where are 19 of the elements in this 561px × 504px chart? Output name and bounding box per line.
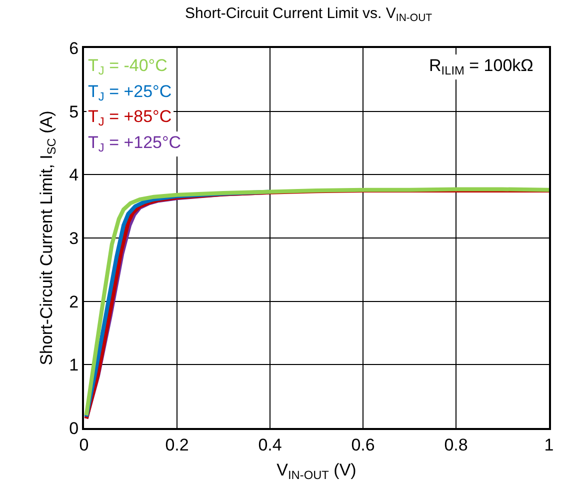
x-tick-label: 1	[544, 435, 554, 454]
y-tick-label: 0	[69, 418, 79, 438]
text: T$_{J}$ = +25°C	[88, 82, 172, 104]
x-axis-title: V$_{IN-OUT}$ (V)	[276, 460, 356, 482]
y-tick-label: 3	[69, 228, 79, 248]
chart-title: Short-Circuit Current Limit vs. V$_{IN-OUT}$	[185, 5, 433, 24]
x-tick-label: 0.2	[165, 435, 189, 454]
annotation: R$_{ILIM}$ = 100kΩ	[429, 56, 534, 78]
y-tick-label: 2	[69, 292, 79, 312]
y-tick-label: 4	[69, 166, 79, 185]
text: T$_{J}$ = +85°C	[88, 107, 172, 129]
text: T$_{J}$ = -40°C	[88, 56, 168, 78]
x-tick-label: 0.4	[258, 435, 282, 454]
x-tick-label: 0.8	[444, 435, 468, 454]
y-tick-label: 5	[69, 102, 79, 122]
y-tick-label: 1	[69, 356, 79, 375]
y-tick-label: 6	[69, 38, 79, 58]
text: T$_{J}$ = +125°C	[88, 133, 182, 155]
x-tick-label: 0.6	[351, 435, 375, 454]
